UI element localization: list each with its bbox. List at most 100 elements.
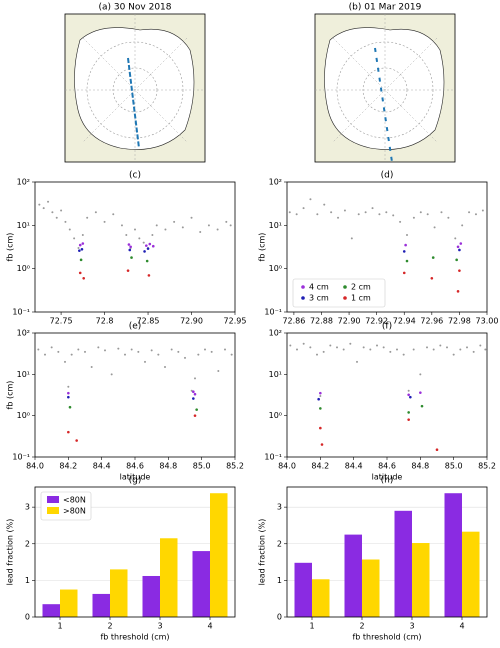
point xyxy=(50,346,53,349)
x-tick-label: 72.88 xyxy=(310,317,333,326)
point xyxy=(295,213,298,216)
point xyxy=(151,233,154,236)
x-tick-label: 84.0 xyxy=(278,462,296,471)
point xyxy=(90,366,93,369)
point xyxy=(479,344,482,347)
bar xyxy=(344,534,362,617)
point xyxy=(38,203,41,206)
point xyxy=(79,258,83,262)
y-tick-label: 0 xyxy=(277,613,282,622)
point xyxy=(385,211,388,214)
x-axis-label: fb threshold (cm) xyxy=(352,633,421,642)
map-a: (a) 30 Nov 2018 xyxy=(64,3,206,163)
y-tick-label: 10² xyxy=(269,178,282,187)
point xyxy=(406,233,408,236)
point xyxy=(409,395,412,399)
point xyxy=(319,394,322,397)
point xyxy=(289,344,292,347)
point xyxy=(322,350,325,353)
point xyxy=(456,290,460,293)
point xyxy=(302,342,305,345)
point xyxy=(164,366,166,369)
bar xyxy=(42,604,60,617)
x-axis-label: latitude xyxy=(372,473,403,482)
bar xyxy=(294,562,312,617)
point xyxy=(151,244,155,248)
point xyxy=(124,353,126,356)
point xyxy=(70,353,73,356)
legend-label: 4 cm xyxy=(309,283,329,292)
x-tick-label: 4 xyxy=(207,622,212,631)
ocean xyxy=(324,27,445,150)
point xyxy=(147,274,151,277)
panel-title: (d) xyxy=(381,171,394,181)
point xyxy=(309,198,312,201)
point xyxy=(194,377,196,380)
y-tick-label: 10⁻¹ xyxy=(264,308,282,317)
point xyxy=(399,220,402,223)
point xyxy=(412,216,415,219)
point xyxy=(84,350,86,353)
y-tick-label: 2 xyxy=(25,539,30,548)
y-tick-label: 10⁰ xyxy=(269,264,282,273)
point xyxy=(78,243,82,247)
panel-title: (h) xyxy=(381,476,394,486)
point xyxy=(435,448,439,452)
x-tick-label: 72.86 xyxy=(282,317,305,326)
point xyxy=(150,349,153,352)
point xyxy=(67,395,70,399)
y-tick-label: 10¹ xyxy=(269,221,282,230)
point xyxy=(134,228,136,231)
y-tick-label: 3 xyxy=(277,503,282,512)
point xyxy=(407,389,410,392)
point xyxy=(144,360,146,363)
y-tick-label: 10⁻¹ xyxy=(12,453,30,462)
point xyxy=(296,348,298,351)
point xyxy=(126,269,130,272)
bar xyxy=(142,575,160,617)
point xyxy=(190,216,193,219)
point xyxy=(319,426,322,430)
point xyxy=(145,244,148,247)
point xyxy=(216,228,219,231)
legend-swatch xyxy=(47,507,59,514)
bar xyxy=(92,593,110,617)
y-tick-label: 10⁻¹ xyxy=(264,453,282,462)
point xyxy=(432,348,435,351)
legend-label: 2 cm xyxy=(351,283,371,292)
point xyxy=(112,213,115,216)
point xyxy=(349,342,352,345)
x-tick-label: 72.92 xyxy=(365,317,388,326)
legend-label: 1 cm xyxy=(351,294,371,303)
x-tick-label: 72.8 xyxy=(96,317,114,326)
point xyxy=(407,393,410,397)
legend-marker xyxy=(301,285,305,289)
point xyxy=(130,348,133,351)
point xyxy=(382,346,385,349)
point xyxy=(402,250,406,253)
point xyxy=(207,224,210,227)
point xyxy=(316,213,319,216)
meridian xyxy=(315,14,455,162)
x-tick-label: 72.75 xyxy=(50,317,73,326)
x-tick-label: 85.2 xyxy=(478,462,496,471)
bar xyxy=(444,493,462,617)
y-axis-label: lead fraction (%) xyxy=(6,519,15,586)
point xyxy=(468,211,471,214)
bar xyxy=(394,510,412,617)
point xyxy=(68,405,72,409)
point xyxy=(404,243,407,247)
point xyxy=(402,353,405,356)
point xyxy=(430,276,434,280)
point xyxy=(447,216,450,219)
legend-label: 3 cm xyxy=(309,294,329,303)
point xyxy=(199,231,202,234)
point xyxy=(230,353,233,356)
legend-swatch xyxy=(47,496,59,503)
y-tick-label: 10⁰ xyxy=(17,264,30,273)
y-axis-label: lead fraction (%) xyxy=(258,519,267,586)
point xyxy=(357,213,360,216)
x-axis-label: fb threshold (cm) xyxy=(100,633,169,642)
